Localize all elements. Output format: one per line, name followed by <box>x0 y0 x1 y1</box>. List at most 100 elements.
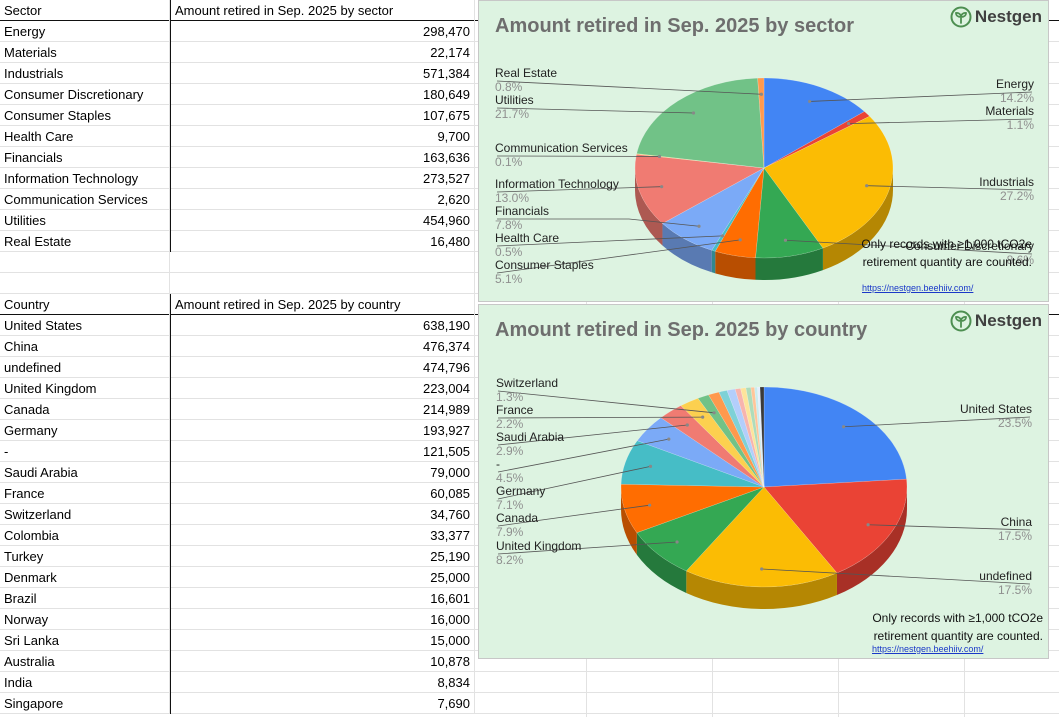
label-cell[interactable]: Consumer Discretionary <box>0 84 170 105</box>
value-cell[interactable]: 16,601 <box>170 588 475 609</box>
label-cell[interactable] <box>0 273 170 294</box>
value-cell[interactable]: 454,960 <box>170 210 475 231</box>
label-cell[interactable]: Communication Services <box>0 189 170 210</box>
label-cell[interactable]: Colombia <box>0 525 170 546</box>
value-cell[interactable]: 25,000 <box>170 567 475 588</box>
table-row[interactable]: India 8,834 <box>0 672 1059 693</box>
label-cell[interactable]: Norway <box>0 609 170 630</box>
pie-slice[interactable] <box>754 386 765 488</box>
pie-slice[interactable] <box>740 387 765 488</box>
value-cell[interactable]: 16,480 <box>170 231 475 252</box>
value-cell[interactable]: 223,004 <box>170 378 475 399</box>
pie-slice[interactable] <box>763 478 908 574</box>
pie-slice[interactable] <box>636 417 765 488</box>
value-cell[interactable]: 214,989 <box>170 399 475 420</box>
value-cell[interactable]: 79,000 <box>170 462 475 483</box>
label-cell[interactable]: Denmark <box>0 567 170 588</box>
pie-slice[interactable] <box>680 398 765 488</box>
label-cell[interactable]: United States <box>0 315 170 336</box>
label-cell[interactable]: Sri Lanka <box>0 630 170 651</box>
value-cell[interactable]: 193,927 <box>170 420 475 441</box>
value-cell[interactable]: 2,620 <box>170 189 475 210</box>
pie-slice[interactable] <box>763 111 871 169</box>
label-cell[interactable]: Switzerland <box>0 504 170 525</box>
pie-slice[interactable] <box>763 115 894 249</box>
value-cell[interactable]: 107,675 <box>170 105 475 126</box>
pie-slice[interactable] <box>708 391 765 488</box>
value-cell[interactable]: 163,636 <box>170 147 475 168</box>
label-cell[interactable]: Information Technology <box>0 168 170 189</box>
value-cell[interactable]: 25,190 <box>170 546 475 567</box>
pie-slice[interactable] <box>685 486 838 588</box>
value-cell[interactable]: 15,000 <box>170 630 475 651</box>
column-header[interactable]: Sector <box>0 0 170 21</box>
pie-slice[interactable] <box>726 388 765 488</box>
label-cell[interactable]: Utilities <box>0 210 170 231</box>
value-cell[interactable]: 22,174 <box>170 42 475 63</box>
value-cell[interactable]: 33,377 <box>170 525 475 546</box>
label-cell[interactable]: Consumer Staples <box>0 105 170 126</box>
label-cell[interactable]: Saudi Arabia <box>0 462 170 483</box>
label-cell[interactable]: United Kingdom <box>0 378 170 399</box>
label-cell[interactable]: Financials <box>0 147 170 168</box>
pie-slice[interactable] <box>636 486 765 572</box>
value-cell[interactable]: 9,700 <box>170 126 475 147</box>
label-cell[interactable]: India <box>0 672 170 693</box>
column-header[interactable]: Amount retired in Sep. 2025 by country <box>170 294 475 315</box>
value-cell[interactable]: 34,760 <box>170 504 475 525</box>
value-cell[interactable]: 60,085 <box>170 483 475 504</box>
table-row[interactable]: Australia 10,878 <box>0 651 1059 672</box>
label-cell[interactable]: Energy <box>0 21 170 42</box>
value-cell[interactable]: 273,527 <box>170 168 475 189</box>
value-cell[interactable]: 474,796 <box>170 357 475 378</box>
label-cell[interactable]: Germany <box>0 420 170 441</box>
pie-slice[interactable] <box>662 167 765 251</box>
pie-slice[interactable] <box>620 440 765 488</box>
pie-slice[interactable] <box>734 388 765 488</box>
label-cell[interactable]: Turkey <box>0 546 170 567</box>
country-chart-panel[interactable]: Amount retired in Sep. 2025 by country N… <box>478 304 1049 659</box>
value-cell[interactable]: 16,000 <box>170 609 475 630</box>
value-cell[interactable]: 10,878 <box>170 651 475 672</box>
sector-chart-panel[interactable]: Amount retired in Sep. 2025 by sector Ne… <box>478 0 1049 302</box>
value-cell[interactable] <box>170 273 475 294</box>
label-cell[interactable]: Australia <box>0 651 170 672</box>
pie-slice[interactable] <box>634 153 765 224</box>
value-cell[interactable]: 180,649 <box>170 84 475 105</box>
value-cell[interactable]: 8,834 <box>170 672 475 693</box>
label-cell[interactable]: Health Care <box>0 126 170 147</box>
label-cell[interactable]: Brazil <box>0 588 170 609</box>
label-cell[interactable]: undefined <box>0 357 170 378</box>
pie-slice[interactable] <box>759 386 765 488</box>
label-cell[interactable]: Singapore <box>0 693 170 714</box>
source-link[interactable]: https://nestgen.beehiiv.com/ <box>872 644 984 654</box>
label-cell[interactable]: Industrials <box>0 63 170 84</box>
pie-slice[interactable] <box>620 483 765 534</box>
pie-slice[interactable] <box>636 77 765 169</box>
pie-slice[interactable] <box>636 153 765 169</box>
pie-slice[interactable] <box>763 386 907 488</box>
pie-slice[interactable] <box>711 167 765 252</box>
value-cell[interactable]: 7,690 <box>170 693 475 714</box>
column-header[interactable]: Country <box>0 294 170 315</box>
pie-slice[interactable] <box>757 386 765 488</box>
pie-slice[interactable] <box>697 394 765 488</box>
label-cell[interactable]: - <box>0 441 170 462</box>
pie-slice[interactable] <box>750 386 765 488</box>
value-cell[interactable]: 298,470 <box>170 21 475 42</box>
label-cell[interactable]: Canada <box>0 399 170 420</box>
label-cell[interactable]: Materials <box>0 42 170 63</box>
pie-slice[interactable] <box>714 167 765 259</box>
value-cell[interactable]: 476,374 <box>170 336 475 357</box>
value-cell[interactable]: 571,384 <box>170 63 475 84</box>
label-cell[interactable] <box>0 252 170 273</box>
pie-slice[interactable] <box>757 77 765 169</box>
value-cell[interactable]: 121,505 <box>170 441 475 462</box>
pie-slice[interactable] <box>718 390 765 488</box>
value-cell[interactable] <box>170 252 475 273</box>
source-link[interactable]: https://nestgen.beehiiv.com/ <box>862 283 974 293</box>
label-cell[interactable]: Real Estate <box>0 231 170 252</box>
table-row[interactable]: Singapore 7,690 <box>0 693 1059 714</box>
value-cell[interactable]: 638,190 <box>170 315 475 336</box>
column-header[interactable]: Amount retired in Sep. 2025 by sector <box>170 0 475 21</box>
